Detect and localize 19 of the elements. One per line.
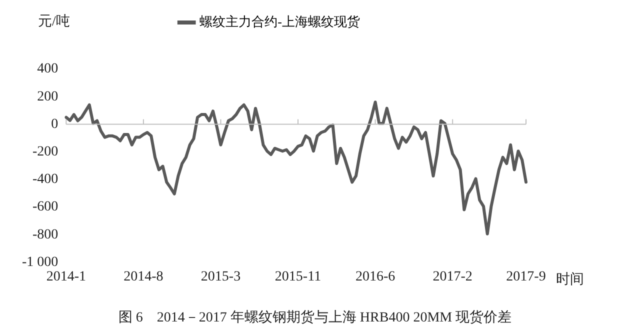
y-tick-label: -800 xyxy=(32,227,58,242)
y-tick-label: -600 xyxy=(32,200,58,215)
y-tick-label: -200 xyxy=(32,144,58,160)
y-axis-title: 元/吨 xyxy=(38,14,70,30)
y-tick-label: -1 000 xyxy=(22,254,58,270)
y-tick-label: 200 xyxy=(37,89,58,104)
caption: 图 6 2014－2017 年螺纹钢期货与上海 HRB400 20MM 现货价差 xyxy=(118,310,512,326)
x-tick-label: 2017-9 xyxy=(506,269,546,284)
x-tick-label: 2017-2 xyxy=(432,269,472,284)
x-tick-label: 2015-11 xyxy=(274,269,322,284)
y-tick-label: 400 xyxy=(37,62,58,77)
x-tick-label: 2014-1 xyxy=(46,269,86,284)
legend-label: 螺纹主力合约-上海螺纹现货 xyxy=(200,14,360,29)
y-tick-label: 0 xyxy=(51,116,58,132)
x-axis-title: 时间 xyxy=(556,272,584,288)
x-tick-label: 2016-6 xyxy=(355,269,396,284)
y-tick-label: -400 xyxy=(32,172,58,188)
x-tick-label: 2015-3 xyxy=(200,269,241,284)
x-tick-label: 2014-8 xyxy=(124,269,164,284)
